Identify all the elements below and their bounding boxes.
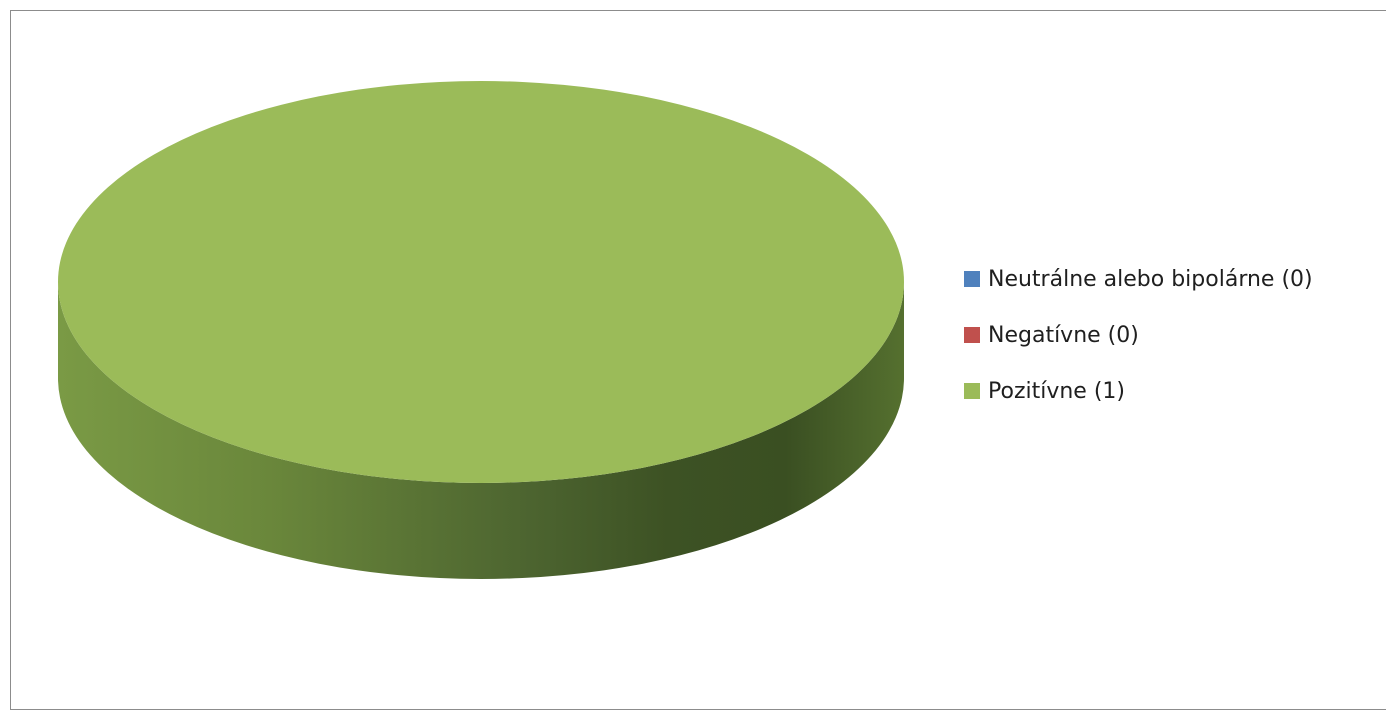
legend-label-positive: Pozitívne (1) [988, 378, 1125, 404]
legend-swatch-positive [964, 383, 980, 399]
legend-item-negative: Negatívne (0) [964, 318, 1313, 352]
pie-slice-positive [58, 81, 904, 483]
legend-item-positive: Pozitívne (1) [964, 374, 1313, 408]
legend-label-neutral: Neutrálne alebo bipolárne (0) [988, 266, 1313, 292]
legend-swatch-neutral [964, 271, 980, 287]
pie-chart [58, 81, 904, 579]
legend-swatch-negative [964, 327, 980, 343]
pie-slice-side-positive [58, 282, 904, 579]
legend-label-negative: Negatívne (0) [988, 322, 1139, 348]
legend-item-neutral: Neutrálne alebo bipolárne (0) [964, 262, 1313, 296]
legend: Neutrálne alebo bipolárne (0) Negatívne … [964, 262, 1313, 430]
pie-slices [58, 81, 904, 579]
